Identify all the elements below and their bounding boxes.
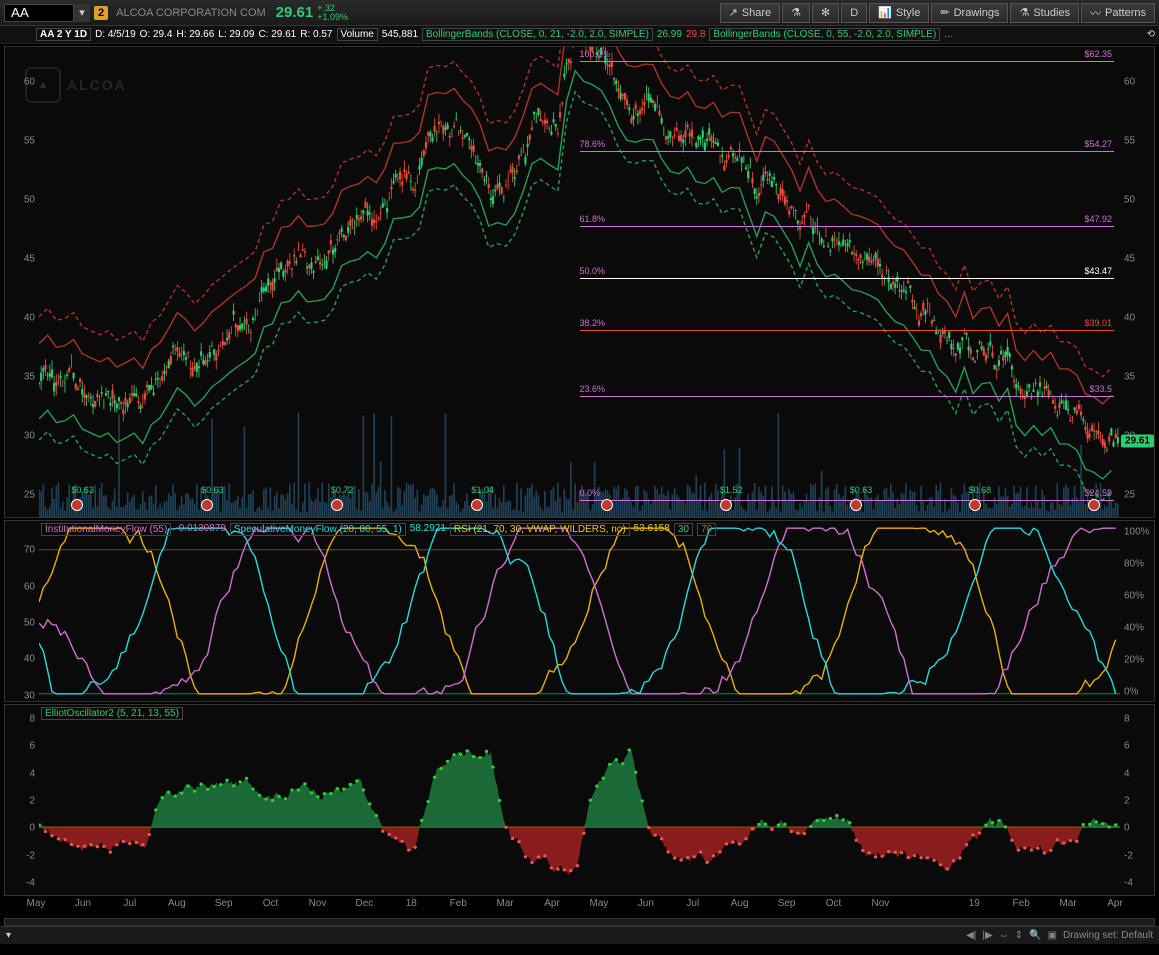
time-axis: MayJunJulAugSepOctNovDec18FebMarAprMayJu… [0, 898, 1159, 918]
elliot-oscillator-chart[interactable]: ElliotOscillator2 (5, 21, 13, 55) -4-202… [4, 704, 1155, 896]
symbol-dropdown[interactable]: ▾ [74, 4, 90, 22]
settings-button[interactable]: ✻ [812, 3, 839, 23]
flask-button[interactable]: ⚗ [782, 3, 810, 23]
zoom-icon[interactable]: 🔍 [1029, 930, 1041, 941]
drawing-set-label[interactable]: Drawing set: Default [1063, 930, 1153, 941]
symbol-input[interactable] [4, 4, 74, 22]
style-button[interactable]: 📊 Style [869, 3, 929, 23]
moneyflow-rsi-chart[interactable]: InstitutionalMoneyFlow (55) -0.0130879 S… [4, 520, 1155, 702]
reset-zoom-icon[interactable]: ▣ [1048, 930, 1057, 941]
price-change: +.32 +1.09% [317, 4, 348, 22]
patterns-button[interactable]: 〰 Patterns [1081, 3, 1155, 23]
company-name: ALCOA CORPORATION COM [116, 7, 266, 19]
nav-left-icon[interactable]: ◀| [966, 930, 976, 941]
nav-right-icon[interactable]: |▶ [982, 930, 992, 941]
current-price: 29.61 [276, 4, 314, 21]
zoom-h-icon[interactable]: ⇔ [999, 930, 1009, 941]
timeframe-button[interactable]: D [841, 3, 867, 23]
bottom-dropdown[interactable]: ▾ [6, 930, 11, 941]
price-badge: 29.61 [1121, 435, 1154, 448]
zoom-v-icon[interactable]: ⇕ [1015, 930, 1023, 941]
info-bar: AA 2 Y 1D D: 4/5/19 O: 29.4 H: 29.66 L: … [0, 26, 1159, 44]
ohlc-symbol: AA 2 Y 1D [36, 28, 91, 41]
share-button[interactable]: ↗ Share [720, 3, 781, 23]
studies-button[interactable]: ⚗ Studies [1010, 3, 1079, 23]
time-scrollbar[interactable] [4, 918, 1155, 926]
bottom-bar: ▾ ◀| |▶ ⇔ ⇕ 🔍 ▣ Drawing set: Default [0, 926, 1159, 944]
reset-icon[interactable]: ⟲ [1147, 29, 1155, 40]
link-badge[interactable]: 2 [94, 6, 108, 20]
main-price-chart[interactable]: ▲ ALCOA 2530354045505560 253035404550556… [4, 46, 1155, 518]
drawings-button[interactable]: ✏ Drawings [931, 3, 1008, 23]
top-toolbar: ▾ 2 ALCOA CORPORATION COM 29.61 +.32 +1.… [0, 0, 1159, 26]
